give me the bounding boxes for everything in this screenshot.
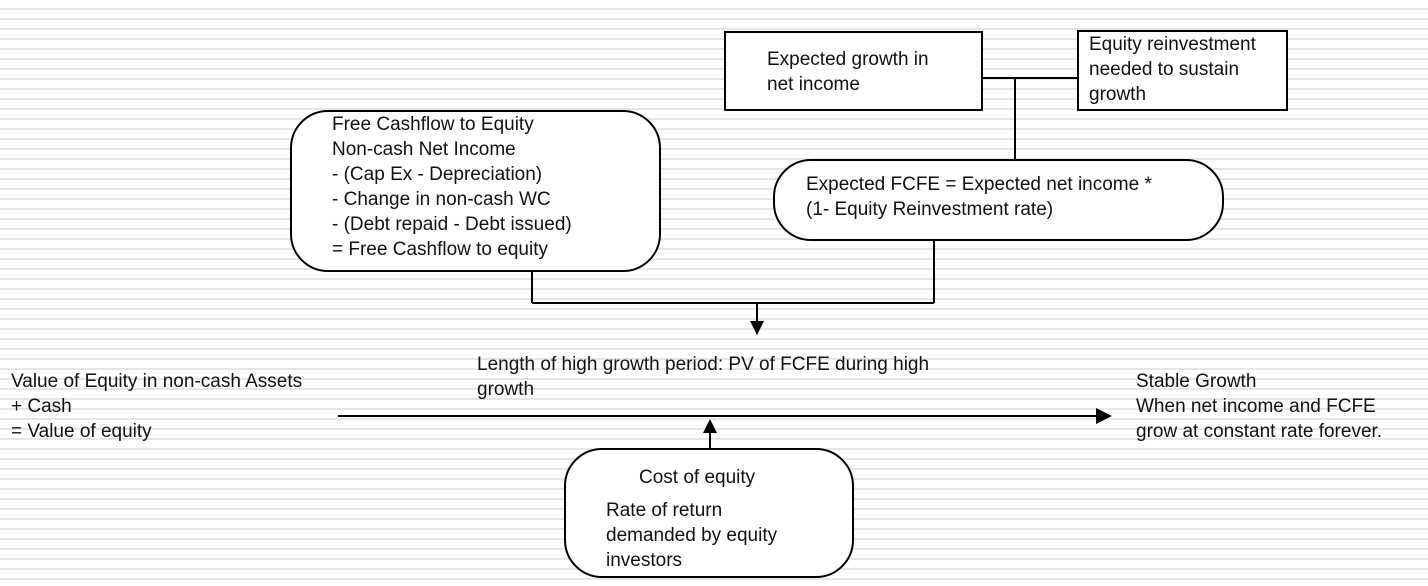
fcfe-definition-line: - Change in non-cash WC: [332, 189, 551, 210]
cost-of-equity-text: Rate of return demanded by equity invest…: [606, 498, 777, 573]
stable-growth-line: grow at constant rate forever.: [1136, 421, 1383, 442]
fcfe-definition-line: - (Cap Ex - Depreciation): [332, 164, 543, 185]
value-of-equity-line: = Value of equity: [11, 421, 152, 442]
equity-reinvestment-box: Equity reinvestment needed to sustain gr…: [1077, 30, 1288, 111]
expected-growth-line: net income: [767, 74, 860, 95]
timeline-arrow-head: [1096, 408, 1112, 424]
fcfe-definition-line: - (Debt repaid - Debt issued): [332, 214, 572, 235]
equity-reinvestment-text: Equity reinvestment needed to sustain gr…: [1089, 32, 1256, 107]
high-growth-period-line: growth: [477, 379, 535, 400]
cost-of-equity-box: Cost of equity Rate of return demanded b…: [564, 448, 854, 578]
equity-reinvestment-line: needed to sustain: [1089, 59, 1240, 80]
expected-growth-box: Expected growth in net income: [724, 31, 983, 111]
expected-growth-line: Expected growth in: [767, 49, 929, 70]
expected-fcfe-line: Expected FCFE = Expected net income *: [806, 174, 1152, 195]
high-growth-period-line: Length of high growth period: PV of FCFE…: [477, 354, 930, 375]
value-of-equity-line: Value of Equity in non-cash Assets: [11, 371, 303, 392]
value-of-equity-line: + Cash: [11, 396, 72, 417]
arrow-down-head: [750, 321, 764, 335]
cost-of-equity-line: demanded by equity: [606, 525, 778, 546]
expected-growth-text: Expected growth in net income: [767, 47, 929, 97]
cost-of-equity-line: investors: [606, 550, 683, 571]
cost-of-equity-line: Rate of return: [606, 500, 723, 521]
stable-growth-text: Stable Growth When net income and FCFE g…: [1136, 369, 1382, 444]
fcfe-definition-line: Non-cash Net Income: [332, 139, 516, 160]
arrow-up-head: [703, 419, 717, 433]
high-growth-period-label: Length of high growth period: PV of FCFE…: [477, 352, 929, 402]
fcfe-definition-line: = Free Cashflow to equity: [332, 239, 548, 260]
cost-of-equity-title: Cost of equity: [639, 467, 756, 488]
expected-fcfe-text: Expected FCFE = Expected net income * (1…: [806, 172, 1152, 222]
stable-growth-line: When net income and FCFE: [1136, 396, 1376, 417]
equity-reinvestment-line: growth: [1089, 84, 1147, 105]
fcfe-definition-text: Free Cashflow to Equity Non-cash Net Inc…: [332, 112, 572, 262]
expected-fcfe-line: (1- Equity Reinvestment rate): [806, 199, 1054, 220]
expected-fcfe-box: Expected FCFE = Expected net income * (1…: [773, 159, 1224, 241]
equity-reinvestment-line: Equity reinvestment: [1089, 34, 1256, 55]
value-of-equity-text: Value of Equity in non-cash Assets + Cas…: [11, 369, 302, 444]
fcfe-definition-line: Free Cashflow to Equity: [332, 114, 534, 135]
fcfe-definition-box: Free Cashflow to Equity Non-cash Net Inc…: [290, 110, 661, 272]
stable-growth-line: Stable Growth: [1136, 371, 1257, 392]
